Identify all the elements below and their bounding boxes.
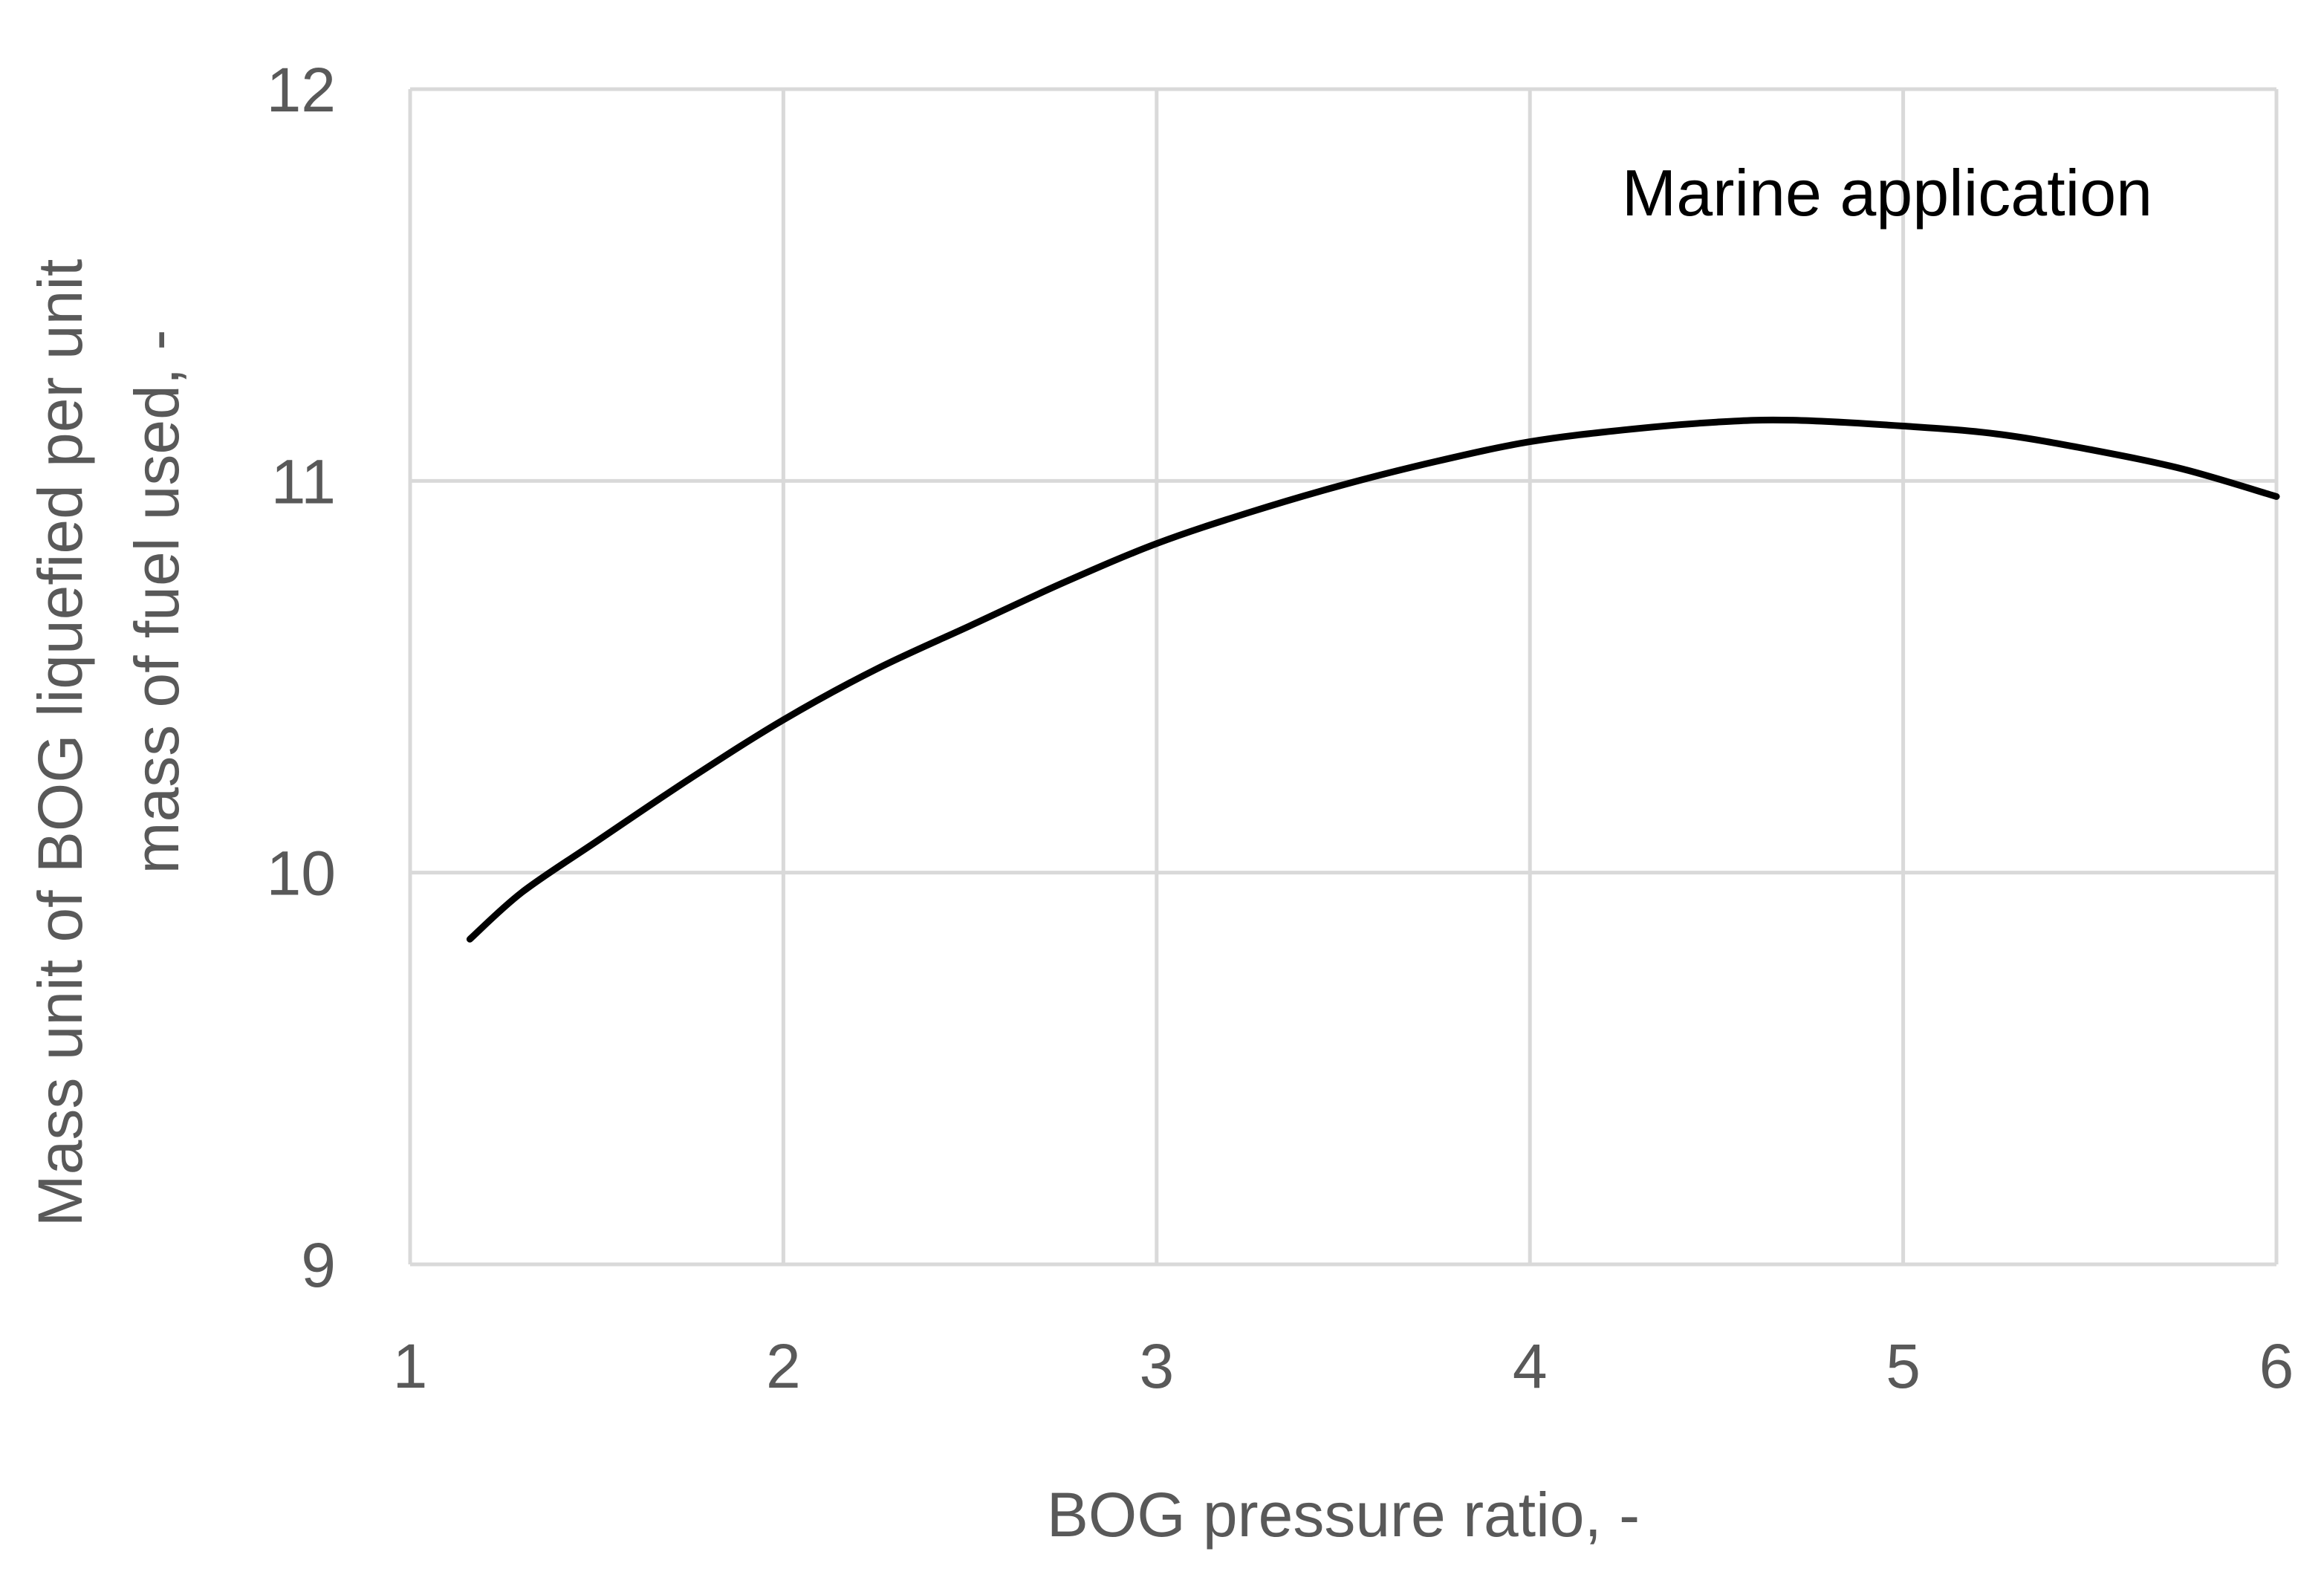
series-line	[466, 416, 2280, 943]
y-tick-label: 12	[267, 55, 336, 125]
y-axis-title-line-1: Mass unit of BOG liquefied per unit	[25, 259, 95, 1227]
x-axis-title: BOG pressure ratio, -	[1047, 1480, 1640, 1550]
y-tick-label: 9	[301, 1230, 336, 1300]
x-tick-label: 2	[766, 1331, 801, 1401]
y-tick-label: 11	[271, 446, 336, 516]
chart-annotation: Marine application	[1622, 156, 2152, 230]
x-tick-label: 3	[1139, 1331, 1174, 1401]
x-tick-label: 6	[2259, 1331, 2294, 1401]
series-layer	[466, 416, 2280, 943]
y-axis-title-line-2: mass of fuel used, -	[122, 330, 192, 874]
x-tick-label: 4	[1513, 1331, 1548, 1401]
x-tick-label: 5	[1886, 1331, 1921, 1401]
axes	[408, 89, 2276, 1267]
y-axis-title: Mass unit of BOG liquefied per unit mass…	[25, 259, 192, 1227]
grid	[410, 87, 2279, 1264]
x-tick-label: 1	[393, 1331, 428, 1401]
y-tick-label: 10	[267, 839, 336, 909]
